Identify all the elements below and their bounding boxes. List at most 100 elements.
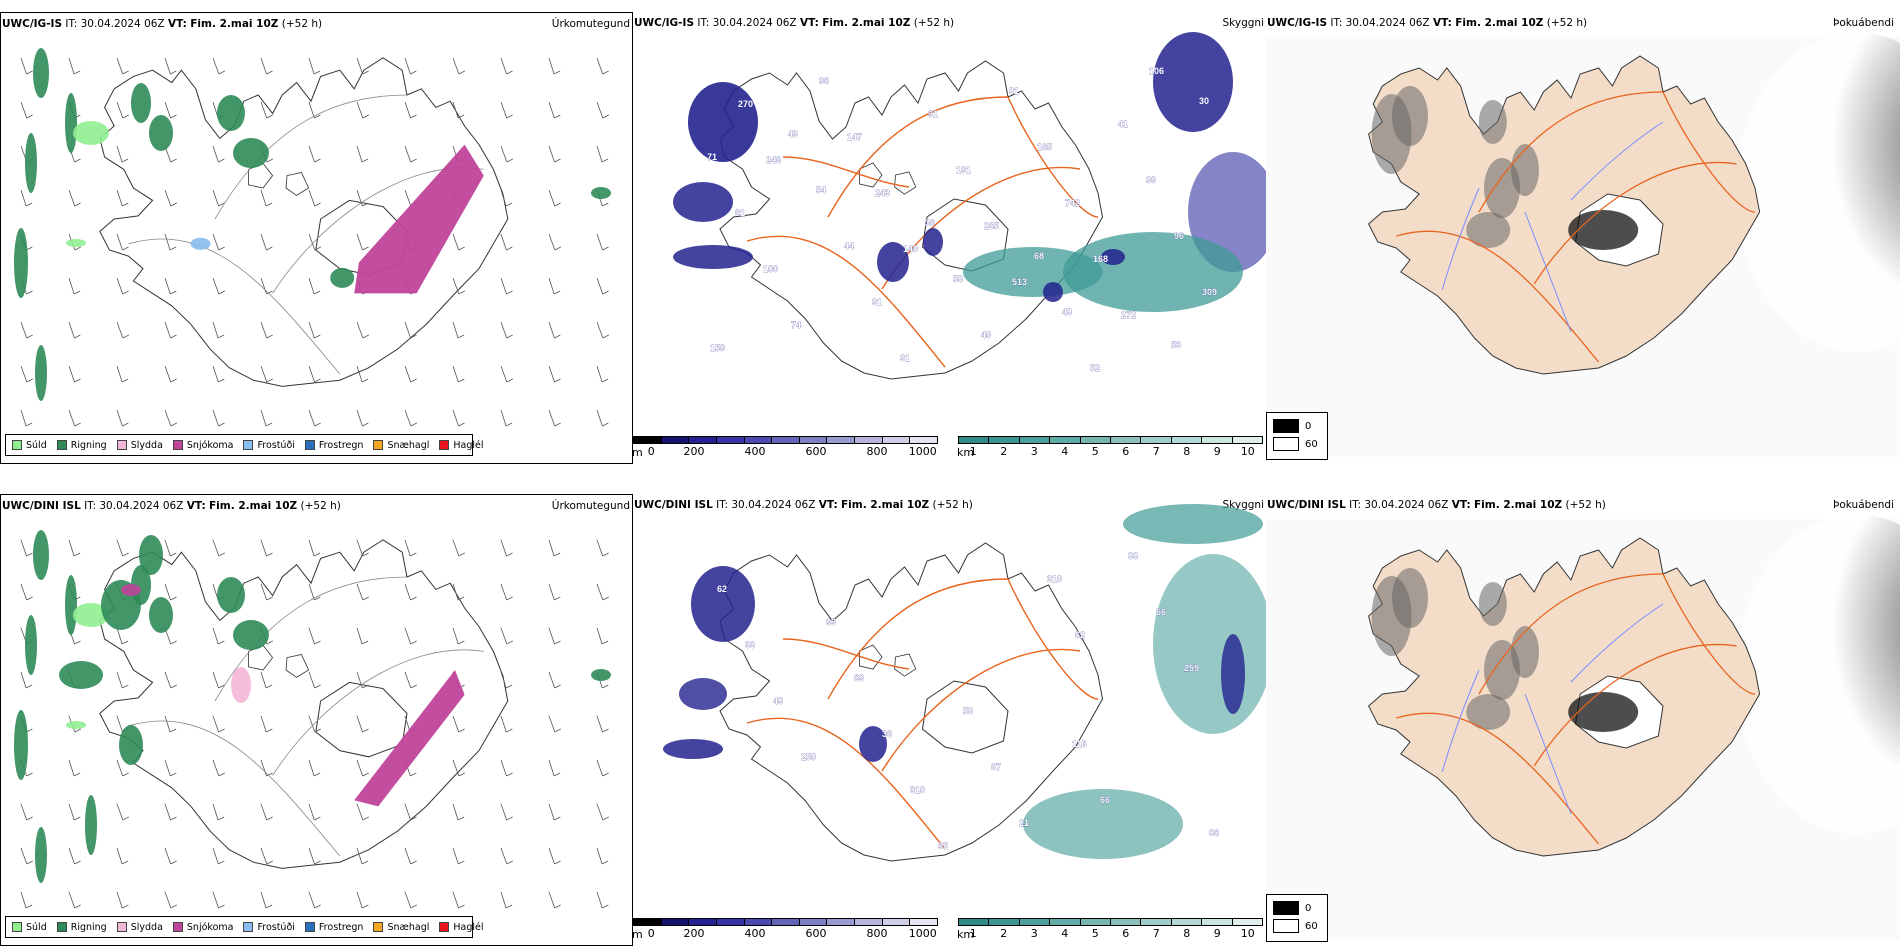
visibility-value: 159 <box>710 343 725 353</box>
visibility-value: 52 <box>1090 363 1100 373</box>
visibility-value: 36 <box>882 729 892 739</box>
legend-swatch <box>439 440 450 450</box>
legend-label: Slydda <box>130 921 163 933</box>
panel-header: UWC/IG-IS IT: 30.04.2024 06Z VT: Fim. 2.… <box>1267 17 1588 29</box>
visibility-value: 95 <box>938 841 948 851</box>
visibility-value: 147 <box>847 132 862 142</box>
legend-label: Haglél <box>453 921 484 933</box>
panel-header: UWC/DINI ISL IT: 30.04.2024 06Z VT: Fim.… <box>634 499 973 511</box>
legend-label: Snjókoma <box>186 921 234 933</box>
legend-item: Rigning <box>56 440 107 451</box>
legend-label: Snæhagl <box>387 439 430 451</box>
visibility-value: 30 <box>1199 96 1209 106</box>
colorbar-unit: km <box>957 446 975 459</box>
legend-swatch <box>439 922 450 932</box>
visibility-value: 96 <box>1174 231 1184 241</box>
visibility-value: 140 <box>903 244 918 254</box>
colorbar-tick: 8 <box>1183 445 1191 458</box>
fog-legend-value: 0 <box>1305 902 1312 914</box>
legend-item: Haglél <box>439 921 484 933</box>
visibility-value: 71 <box>707 152 717 162</box>
visibility-value: 62 <box>1075 630 1085 640</box>
parameter-title: Skyggni <box>1222 17 1265 29</box>
visibility-value: 265 <box>984 221 999 231</box>
legend-item: Haglél <box>439 439 484 451</box>
legend-item: Rigning <box>56 921 107 933</box>
legend-label: Snæhagl <box>387 921 430 933</box>
colorbar-tick: 0 <box>647 927 655 940</box>
legend-item: Frostúði <box>243 439 295 451</box>
legend-item: Snæhagl <box>373 922 429 933</box>
visibility-value: 48 <box>773 696 783 706</box>
visibility-value: 310 <box>1047 574 1062 584</box>
precip-panel-top: UWC/IG-IS IT: 30.04.2024 06Z VT: Fim. 2.… <box>0 12 633 464</box>
legend-label: Rigning <box>70 921 107 933</box>
legend-swatch <box>243 440 254 450</box>
visibility-value: 62 <box>717 584 727 594</box>
visibility-value: 44 <box>844 241 854 251</box>
visibility-value: 168 <box>1093 254 1108 264</box>
colorbar-tick: 0 <box>647 445 655 458</box>
legend-swatch <box>172 440 183 450</box>
legend-item: Frostregn <box>304 440 363 451</box>
colorbar-tick: 2 <box>1000 445 1008 458</box>
visibility-value: 243 <box>875 188 890 198</box>
legend-item: Snæhagl <box>373 440 429 451</box>
visibility-value: 74 <box>791 320 801 330</box>
colorbar-tick: 400 <box>744 927 766 940</box>
visibility-value: 67 <box>991 762 1001 772</box>
visibility-value: 43 <box>788 129 798 139</box>
colorbar-tick: 3 <box>1030 445 1038 458</box>
fog-legend-row: 60 <box>1273 917 1321 935</box>
colorbar-unit: m <box>633 928 643 941</box>
parameter-title: Úrkomutegund <box>551 18 630 30</box>
legend-item: Frostúði <box>243 922 295 933</box>
legend-swatch <box>116 922 127 932</box>
visibility-value: 88 <box>1128 551 1138 561</box>
legend-swatch <box>373 440 384 450</box>
colorbar-tick: 8 <box>1183 927 1191 940</box>
fog-legend-row: 0 <box>1273 899 1321 917</box>
panel-header: UWC/IG-IS IT: 30.04.2024 06Z VT: Fim. 2.… <box>2 18 323 30</box>
colorbar-tick: 6 <box>1122 927 1130 940</box>
legend-item: Snjókoma <box>172 921 234 933</box>
parameter-title: Þokuábendi <box>1833 17 1894 29</box>
legend-swatch <box>243 922 254 932</box>
fog-panel-bottom: UWC/DINI ISL IT: 30.04.2024 06Z VT: Fim.… <box>1266 494 1900 946</box>
fog-legend: 0 60 <box>1266 894 1328 942</box>
colorbar-tick: 400 <box>744 445 766 458</box>
visibility-value: 742 <box>1065 198 1080 208</box>
legend-swatch <box>12 440 22 450</box>
colorbar-tick: 1000 <box>908 445 937 458</box>
legend-item: Súld <box>12 440 47 451</box>
visibility-value: 66 <box>1100 795 1110 805</box>
fog-panel-top: UWC/IG-IS IT: 30.04.2024 06Z VT: Fim. 2.… <box>1266 12 1900 464</box>
legend-label: Slydda <box>130 439 163 451</box>
panel-header: UWC/DINI ISL IT: 30.04.2024 06Z VT: Fim.… <box>2 500 341 512</box>
colorbar-tick: 200 <box>683 927 705 940</box>
precip-type-legend: Súld Rigning Slydda Snjókoma Frostúði Frostre… <box>5 916 484 938</box>
visibility-value: 69 <box>854 673 864 683</box>
legend-label: Haglél <box>453 439 484 451</box>
visibility-value: 61 <box>735 208 745 218</box>
fog-legend-value: 0 <box>1305 420 1312 432</box>
visibility-value: 270 <box>738 99 753 109</box>
visibility-value: 259 <box>1184 663 1199 673</box>
legend-swatch <box>116 440 127 450</box>
visibility-value: 91 <box>900 353 910 363</box>
colorbar-tick: 600 <box>805 927 827 940</box>
legend-label: Súld <box>26 921 47 933</box>
colorbar-tick: 4 <box>1061 927 1069 940</box>
colorbar-tick: 1 <box>969 927 977 940</box>
colorbar-tick: 6 <box>1122 445 1130 458</box>
legend-label: Frostúði <box>257 439 295 451</box>
legend-label: Frostregn <box>318 921 364 933</box>
colorbar-unit: m <box>633 446 643 459</box>
height-colorbar: 0 200 400 600 800 1000 m <box>633 918 938 941</box>
legend-item: Snjókoma <box>172 440 233 451</box>
parameter-title: Úrkomutegund <box>551 500 630 512</box>
visibility-value: 246 <box>766 155 781 165</box>
visibility-value: 53 <box>1171 340 1181 350</box>
precip-map <box>14 530 611 909</box>
legend-swatch <box>56 440 67 450</box>
